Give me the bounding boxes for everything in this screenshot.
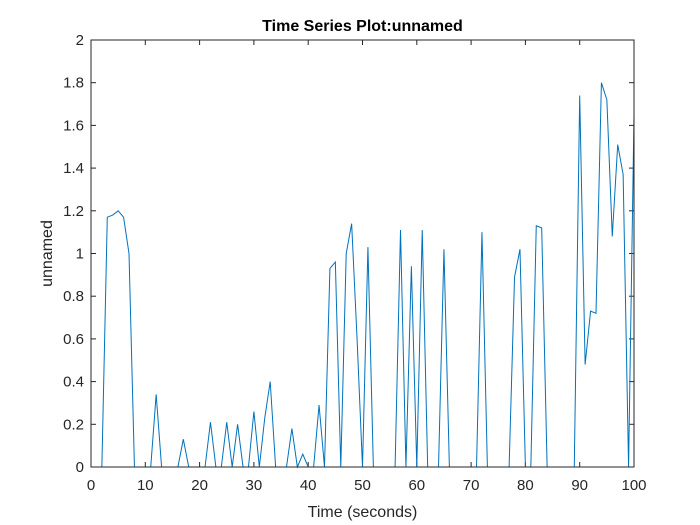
x-tick-label: 60 (408, 477, 425, 494)
x-axis-ticks: 0 10 20 30 40 50 60 70 80 90 100 (87, 40, 647, 494)
x-axis-label: Time (seconds) (308, 504, 418, 521)
y-tick-label: 0.2 (63, 416, 84, 433)
x-tick-label: 100 (621, 477, 646, 494)
y-tick-label: 2 (76, 32, 84, 49)
x-tick-label: 0 (87, 477, 95, 494)
x-tick-label: 40 (300, 477, 317, 494)
y-tick-label: 0.4 (63, 374, 84, 391)
y-axis-label: unnamed (39, 220, 56, 287)
y-tick-label: 1.6 (63, 117, 84, 134)
y-tick-label: 1.2 (63, 203, 84, 220)
x-tick-label: 80 (517, 477, 534, 494)
y-tick-label: 1 (76, 246, 84, 263)
y-axis-ticks: 0 0.2 0.4 0.6 0.8 1 1.2 1.4 1.6 1.8 2 (63, 32, 634, 476)
chart-title: Time Series Plot:unnamed (262, 18, 463, 35)
x-tick-label: 30 (246, 477, 263, 494)
x-tick-label: 70 (463, 477, 480, 494)
x-tick-label: 20 (191, 477, 208, 494)
x-tick-label: 90 (571, 477, 588, 494)
y-tick-label: 0 (76, 459, 84, 476)
y-tick-label: 1.8 (63, 75, 84, 92)
y-tick-label: 1.4 (63, 160, 84, 177)
x-tick-label: 50 (354, 477, 371, 494)
y-tick-label: 0.8 (63, 288, 84, 305)
y-tick-label: 0.6 (63, 331, 84, 348)
plot-area (91, 40, 634, 467)
axes-box (90, 39, 635, 468)
x-tick-label: 10 (137, 477, 154, 494)
